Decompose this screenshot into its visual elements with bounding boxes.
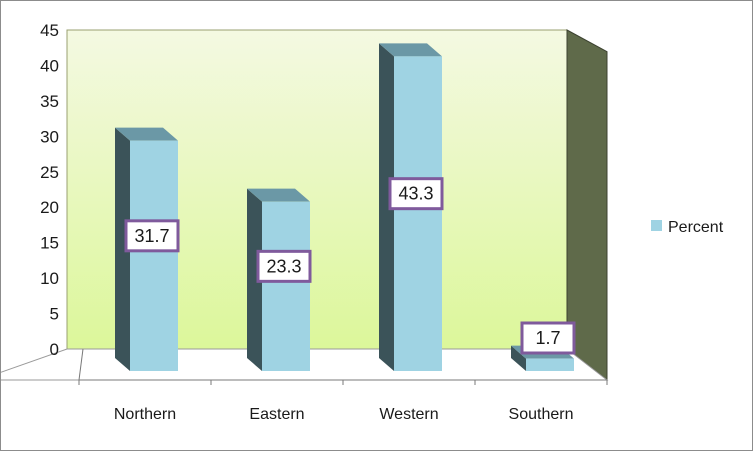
data-label: 23.3 xyxy=(256,249,312,283)
y-tick-label: 0 xyxy=(50,340,59,359)
legend: Percent xyxy=(651,219,724,236)
y-tick-label: 15 xyxy=(40,234,59,253)
bars xyxy=(115,43,574,371)
data-label: 31.7 xyxy=(124,219,180,253)
bar-top xyxy=(115,127,178,141)
x-tick-label: Eastern xyxy=(249,406,304,423)
legend-swatch xyxy=(651,220,662,231)
bar xyxy=(115,127,178,371)
bar-front xyxy=(262,201,310,371)
y-tick-label: 20 xyxy=(40,198,59,217)
y-tick-label: 25 xyxy=(40,163,59,182)
data-label: 1.7 xyxy=(520,321,576,355)
y-tick-label: 5 xyxy=(50,305,59,324)
data-label-box xyxy=(520,321,576,355)
data-label: 43.3 xyxy=(388,177,444,211)
data-label-text: 23.3 xyxy=(266,256,301,276)
y-axis: 0 5 10 15 20 25 30 35 40 45 xyxy=(40,21,59,359)
x-tick-label: Northern xyxy=(114,406,176,423)
x-axis: Northern Eastern Western Southern xyxy=(78,348,608,423)
floor-edge xyxy=(78,348,84,381)
data-label-box xyxy=(124,219,180,253)
bar-front xyxy=(526,358,574,371)
bar-front xyxy=(130,140,178,371)
data-label-text: 31.7 xyxy=(134,226,169,246)
bar-top xyxy=(379,43,442,57)
y-tick-label: 30 xyxy=(40,127,59,146)
data-label-box xyxy=(388,177,444,211)
y-tick-label: 45 xyxy=(40,21,59,40)
data-label-text: 43.3 xyxy=(398,184,433,204)
data-label-text: 1.7 xyxy=(535,328,560,348)
x-tick-label: Western xyxy=(379,406,438,423)
y-tick-label: 35 xyxy=(40,92,59,111)
bar-side xyxy=(379,43,394,371)
bar xyxy=(379,43,442,371)
bar-front xyxy=(394,56,442,371)
x-tick-label: Southern xyxy=(509,406,574,423)
bar-side xyxy=(511,345,526,371)
legend-label: Percent xyxy=(668,219,724,236)
bar-side xyxy=(115,127,130,371)
bar-side xyxy=(247,188,262,371)
data-label-box xyxy=(256,249,312,283)
bar xyxy=(247,188,310,371)
bar-top xyxy=(247,188,310,202)
y-tick-label: 40 xyxy=(40,56,59,75)
y-tick-label: 10 xyxy=(40,269,59,288)
data-labels: 31.7 23.3 43.3 1.7 xyxy=(124,177,576,355)
